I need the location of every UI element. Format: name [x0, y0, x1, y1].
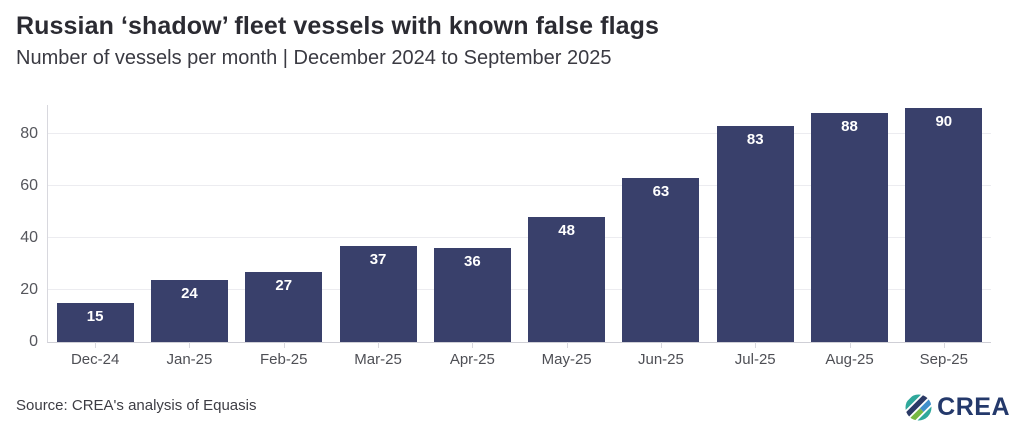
x-axis-tick-label: Jun-25 [637, 351, 684, 368]
crea-logo: CREA [905, 394, 1010, 421]
bar: 37 [339, 245, 417, 342]
chart-header: Russian ‘shadow’ fleet vessels with know… [16, 12, 659, 70]
x-axis-tick [189, 342, 191, 348]
chart-title: Russian ‘shadow’ fleet vessels with know… [16, 12, 660, 40]
y-axis-tick-label: 0 [29, 333, 38, 350]
x-axis-tick [472, 342, 474, 348]
y-axis-tick-label: 80 [20, 125, 38, 143]
x-axis-tick-label: May-25 [541, 351, 592, 368]
bar-slot-Sep-25: 90 Sep-25 [897, 105, 991, 368]
bar-value-label: 63 [652, 183, 670, 201]
bar-value-label: 24 [181, 284, 198, 302]
x-axis-tick [943, 342, 945, 348]
x-axis-tick [849, 342, 851, 348]
y-axis-tick-label: 60 [20, 177, 38, 195]
bar-slot-Dec-24: 15 Dec-24 [48, 105, 142, 368]
bar: 24 [150, 279, 228, 342]
bar-slot-Aug-25: 88 Aug-25 [802, 105, 896, 368]
x-axis-tick-label: Jul-25 [734, 351, 776, 368]
gridline-80 [48, 133, 991, 135]
plot-area: 0 20 40 60 80 15 Dec-24 24 Jan-25 27 Feb-25 37 Mar-… [20, 105, 991, 368]
chart-subtitle: Number of vessels per month | December 2… [16, 47, 612, 69]
x-axis-tick [283, 342, 285, 348]
x-axis-tick-label: Mar-25 [354, 351, 402, 368]
crea-logo-text: CREA [937, 393, 1010, 421]
bar-value-label: 48 [558, 222, 575, 240]
bar: 27 [245, 271, 323, 342]
bar: 83 [716, 126, 794, 342]
bar: 90 [905, 108, 983, 342]
bar-slot-Jan-25: 24 Jan-25 [142, 105, 236, 368]
x-axis-tick-label: Feb-25 [259, 351, 308, 368]
x-axis-tick-label: Dec-24 [70, 351, 120, 368]
source-note: Source: CREA's analysis of Equasis [16, 397, 257, 414]
bar: 88 [811, 113, 889, 342]
bar-slot-Jun-25: 63 Jun-25 [614, 105, 708, 368]
bar-slot-Feb-25: 27 Feb-25 [237, 105, 331, 368]
gridline-40 [48, 237, 991, 239]
crea-logo-icon [905, 394, 933, 421]
bar-series: 15 Dec-24 24 Jan-25 27 Feb-25 37 Mar-25 36 Apr-25… [48, 105, 991, 368]
x-axis-tick [566, 342, 568, 348]
bar: 63 [622, 178, 700, 342]
bar: 15 [56, 303, 134, 342]
x-axis-tick-label: Aug-25 [825, 351, 874, 368]
x-axis-tick-label: Jan-25 [166, 351, 213, 368]
bar-slot-Jul-25: 83 Jul-25 [708, 105, 802, 368]
x-axis-tick [95, 342, 97, 348]
x-axis-tick-label: Sep-25 [919, 351, 968, 368]
y-axis-tick-label: 40 [20, 229, 38, 247]
bar-slot-Apr-25: 36 Apr-25 [425, 105, 519, 368]
bar-value-label: 15 [86, 308, 104, 326]
bar-value-label: 90 [935, 113, 953, 131]
x-axis-tick-label: Apr-25 [449, 351, 495, 368]
y-axis-tick-label: 20 [20, 281, 38, 299]
x-axis-tick [660, 342, 662, 348]
gridline-20 [48, 289, 991, 291]
bar-value-label: 83 [746, 131, 764, 149]
bar-value-label: 88 [841, 118, 858, 136]
bar-value-label: 37 [369, 250, 387, 268]
x-axis-tick [378, 342, 380, 348]
bar-slot-Mar-25: 37 Mar-25 [331, 105, 425, 368]
gridline-60 [48, 185, 991, 187]
bar-value-label: 36 [463, 253, 481, 271]
bar-value-label: 27 [275, 276, 293, 294]
x-axis-tick [755, 342, 757, 348]
bar-slot-May-25: 48 May-25 [519, 105, 613, 368]
bar: 48 [528, 217, 606, 342]
bar: 36 [433, 248, 511, 342]
